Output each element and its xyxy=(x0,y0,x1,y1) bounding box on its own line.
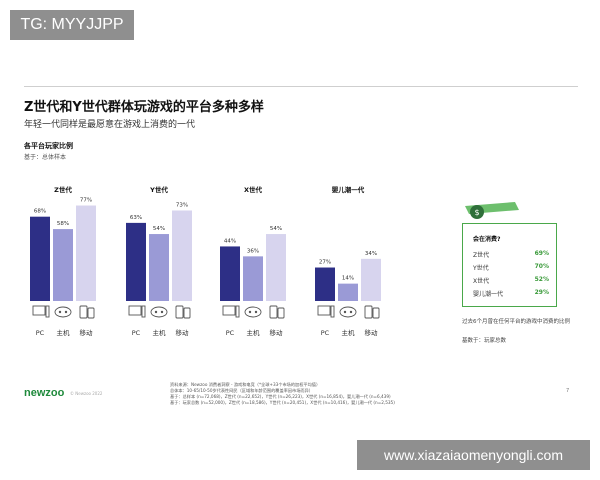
gamepad-button-icon xyxy=(64,310,68,314)
section-base: 基于：总体样本 xyxy=(24,154,67,161)
phone-icon xyxy=(79,305,88,319)
callout-note-base: 基数于：玩家总数 xyxy=(462,338,507,344)
gamepad-button-icon xyxy=(343,310,347,314)
pc-icon xyxy=(32,305,46,316)
coin-icon xyxy=(470,205,484,219)
callout-title: 会在消费? xyxy=(473,236,501,243)
bar xyxy=(338,283,358,301)
source-line: 基于：玩家总数 (n=52,000)，Z世代 (n=18,586)，Y世代 (n… xyxy=(170,400,395,405)
newzoo-logo: newzoo xyxy=(24,387,65,399)
watermark-bottom: www.xiazaiaomenyongli.com xyxy=(357,440,590,470)
gamepad-button-icon xyxy=(254,310,258,314)
gamepad-icon xyxy=(339,306,357,318)
group-label: Y世代 xyxy=(149,185,168,194)
bar-value-label: 54% xyxy=(153,226,165,232)
callout-row-value: 69% xyxy=(534,250,549,257)
callout-row-label: X世代 xyxy=(473,278,490,285)
gamepad-button-icon xyxy=(154,310,158,314)
bar-value-label: 27% xyxy=(319,260,331,266)
platform-label: 主机 xyxy=(342,328,356,337)
pc-tower-icon xyxy=(45,305,50,318)
bar-value-label: 63% xyxy=(130,215,142,221)
bar xyxy=(266,234,286,301)
gamepad-button-icon xyxy=(349,310,353,314)
header-divider xyxy=(24,86,578,87)
page-number: 7 xyxy=(566,388,570,394)
bar-value-label: 34% xyxy=(365,251,377,257)
platform-share-chart: Z世代 68% PC 58% 主机 77% 移动 Y世代 63% PC 54% 主机 73% 移动 X世代 4… xyxy=(30,185,381,337)
pc-tower-icon xyxy=(330,305,335,318)
platform-label: 主机 xyxy=(57,328,71,337)
phone-icon xyxy=(175,305,184,319)
bar xyxy=(53,229,73,301)
bar xyxy=(126,222,146,301)
pc-tower-icon xyxy=(141,305,146,318)
svg-text:$: $ xyxy=(474,208,479,217)
platform-label: 移动 xyxy=(80,328,94,337)
pc-icon xyxy=(317,305,331,316)
platform-label: 主机 xyxy=(247,328,261,337)
tablet-icon xyxy=(372,307,380,319)
bar-value-label: 54% xyxy=(270,226,282,232)
tablet-icon xyxy=(277,307,285,319)
spending-callout: 会在消费? Z世代 69% Y世代 70% X世代 52% 婴儿潮一代 29% xyxy=(462,223,557,307)
bar xyxy=(243,256,263,301)
pc-tower-icon xyxy=(235,305,240,318)
bar xyxy=(315,267,335,301)
gamepad-icon xyxy=(244,306,262,318)
source-line: 基于：总样本 (n=72,068)，Z世代 (n=22,652)，Y世代 (n=… xyxy=(170,394,391,399)
pc-icon xyxy=(222,305,236,316)
group-label: Z世代 xyxy=(54,185,72,194)
platform-label: PC xyxy=(36,329,45,337)
callout-note: 过去6个月曾在任何平台的游戏中消费的比例 xyxy=(462,319,571,325)
gamepad-icon xyxy=(54,306,72,318)
platform-label: PC xyxy=(321,329,330,337)
bar-value-label: 44% xyxy=(224,238,236,244)
gamepad-button-icon xyxy=(248,310,252,314)
bar-value-label: 58% xyxy=(57,221,69,227)
platform-label: 移动 xyxy=(176,328,190,337)
platform-label: 移动 xyxy=(365,328,379,337)
bar-value-label: 14% xyxy=(342,276,354,282)
bar xyxy=(149,234,169,301)
bar xyxy=(220,246,240,301)
callout-row-value: 70% xyxy=(534,263,549,270)
phone-icon xyxy=(364,305,373,319)
pc-icon xyxy=(128,305,142,316)
tablet-icon xyxy=(87,307,95,319)
callout-header-icons: $ xyxy=(465,202,519,219)
callout-row-value: 52% xyxy=(534,276,549,283)
bar xyxy=(76,205,96,301)
bar xyxy=(30,216,50,301)
callout-row-label: Z世代 xyxy=(473,252,490,259)
bar-value-label: 77% xyxy=(80,198,92,204)
gamepad-button-icon xyxy=(160,310,164,314)
bar xyxy=(172,210,192,301)
logo-tagline: © Newzoo 2022 xyxy=(70,391,103,396)
phone-icon xyxy=(269,305,278,319)
page-subtitle: 年轻一代同样是最愿意在游戏上消费的一代 xyxy=(24,120,196,130)
bar-value-label: 68% xyxy=(34,209,46,215)
source-line: 总体本：10-65/10-50岁代表性网民（区域和年龄范围的覆盖率因市场而异） xyxy=(170,388,313,393)
bar-value-label: 73% xyxy=(176,202,188,208)
callout-row-value: 29% xyxy=(534,289,549,296)
tablet-icon xyxy=(183,307,191,319)
platform-label: PC xyxy=(132,329,141,337)
gamepad-button-icon xyxy=(58,310,62,314)
platform-label: 移动 xyxy=(270,328,284,337)
platform-label: PC xyxy=(226,329,235,337)
watermark-top: TG: MYYJJPP xyxy=(10,10,134,40)
gamepad-icon xyxy=(150,306,168,318)
page-title: Z世代和Y世代群体玩游戏的平台多种多样 xyxy=(24,100,264,115)
source-line: 资料来源：Newzoo 消费者洞察 - 游戏和电竞（*全球+33个市场的加权平均… xyxy=(170,382,321,387)
bar xyxy=(361,258,381,301)
group-label: 婴儿潮一代 xyxy=(332,185,365,194)
section-title: 各平台玩家比例 xyxy=(24,142,73,150)
group-label: X世代 xyxy=(244,185,263,194)
platform-label: 主机 xyxy=(153,328,167,337)
callout-row-label: Y世代 xyxy=(473,265,489,272)
callout-row-label: 婴儿潮一代 xyxy=(473,291,504,298)
bar-value-label: 36% xyxy=(247,248,259,254)
